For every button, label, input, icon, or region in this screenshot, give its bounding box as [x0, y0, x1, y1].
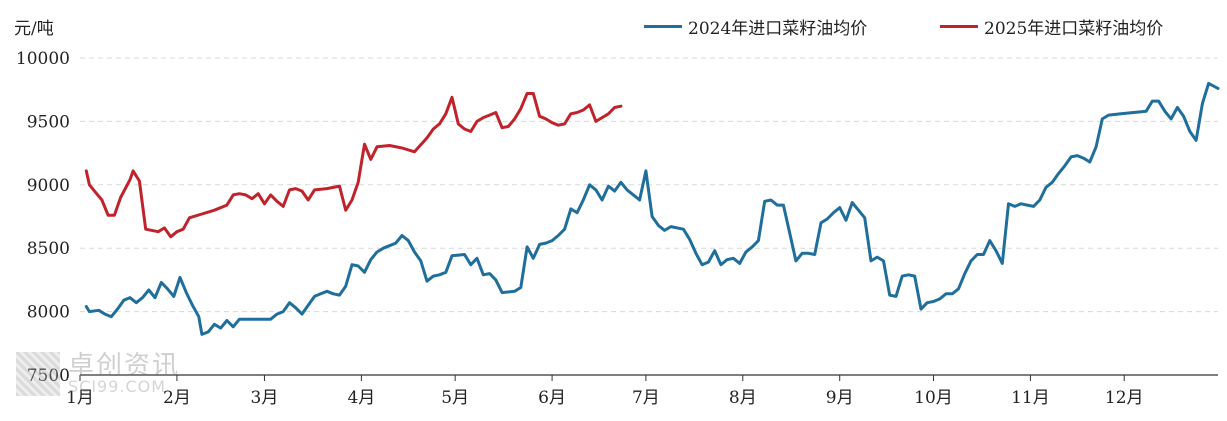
y-tick-label: 10000: [16, 49, 70, 69]
y-tick-label: 9000: [27, 176, 70, 196]
x-axis-ticks: 1月 2月 3月 4月 5月 6月 7月 8月 9月 10月 11月 12月: [66, 375, 1144, 408]
y-tick-label: 8000: [27, 303, 70, 323]
legend-label-2025: 2025年进口菜籽油均价: [984, 19, 1164, 39]
y-axis-unit-label: 元/吨: [14, 19, 54, 39]
series-line-1: [84, 92, 623, 239]
watermark-logo: 卓创资讯 SCI99.COM: [16, 352, 180, 396]
y-tick-label: 9500: [27, 112, 70, 132]
x-tick-label: 9月: [826, 388, 854, 408]
legend-label-2024: 2024年进口菜籽油均价: [688, 19, 868, 39]
x-tick-label: 4月: [347, 388, 375, 408]
watermark-text-en: SCI99.COM: [68, 377, 167, 396]
series-lines: [84, 81, 1220, 336]
x-tick-label: 7月: [632, 388, 660, 408]
watermark-text-cn: 卓创资讯: [68, 351, 181, 381]
series-line-0: [84, 81, 1220, 336]
x-tick-label: 2月: [163, 388, 191, 408]
y-tick-label: 8500: [27, 239, 70, 259]
y-tick-label: 7500: [27, 366, 70, 386]
legend-item-2024: 2024年进口菜籽油均价: [644, 14, 867, 39]
x-tick-label: 1月: [66, 388, 94, 408]
legend-swatch-2024: [644, 25, 682, 28]
x-tick-label: 12月: [1105, 388, 1144, 408]
legend-item-2025: 2025年进口菜籽油均价: [940, 14, 1163, 39]
x-tick-label: 8月: [729, 388, 757, 408]
x-tick-label: 6月: [538, 388, 566, 408]
x-tick-label: 10月: [914, 388, 953, 408]
watermark-icon: [16, 352, 60, 396]
legend-swatch-2025: [940, 25, 978, 28]
x-tick-label: 3月: [251, 388, 279, 408]
y-axis-ticks: 7500 8000 8500 9000 9500 10000: [16, 49, 70, 386]
x-tick-label: 11月: [1011, 388, 1050, 408]
x-tick-label: 5月: [441, 388, 469, 408]
